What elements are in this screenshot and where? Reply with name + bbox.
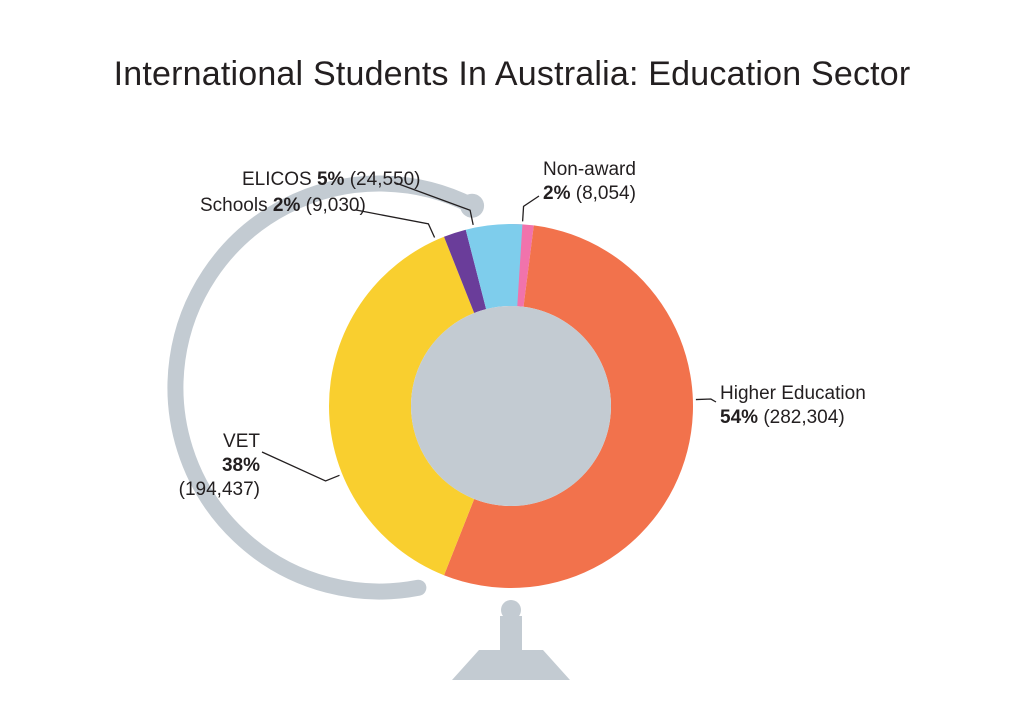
donut-chart xyxy=(0,0,1024,717)
label-higher-education: Higher Education54% (282,304) xyxy=(720,382,866,430)
label-vet: VET38%(194,437) xyxy=(179,430,260,501)
label-elicos: ELICOS 5% (24,550) xyxy=(242,168,421,192)
label-non-award: Non-award2% (8,054) xyxy=(543,158,636,206)
label-schools: Schools 2% (9,030) xyxy=(200,194,366,218)
